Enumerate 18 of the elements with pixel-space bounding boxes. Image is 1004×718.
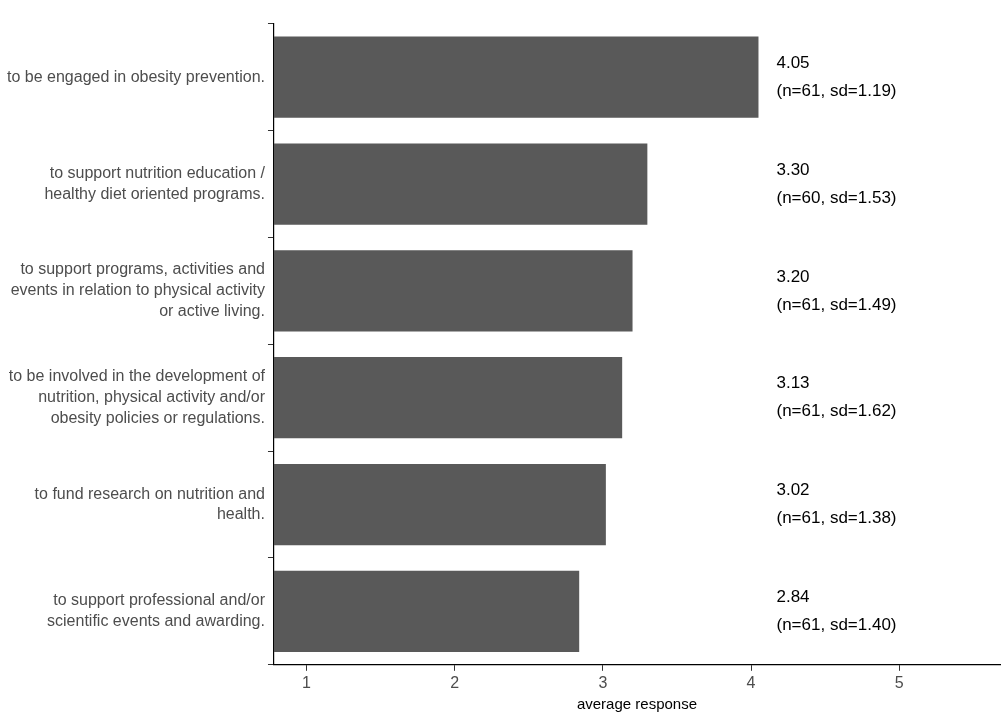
x-tick-label: 4 [746,673,756,691]
x-axis-title: average response [576,695,698,713]
y-tick-label: to support professional and/or scientific events and awarding. [47,591,266,630]
y-tick-label: to support nutrition education / healthy diet oriented programs. [44,164,266,202]
y-tick-label: to be engaged in obesity prevention. [7,67,265,85]
x-tick-label: 3 [598,673,608,691]
data-label: 3.13 (n=61, sd=1.62) [776,373,897,421]
data-label: 4.05 (n=61, sd=1.19) [776,52,897,100]
x-tick-label: 5 [894,673,904,691]
data-label: 3.30 (n=60, sd=1.53) [776,159,897,207]
data-label: 3.20 (n=61, sd=1.49) [776,266,897,314]
data-label: 3.02 (n=61, sd=1.38) [776,480,897,528]
x-tick-label: 1 [302,673,312,691]
y-tick-label: to support programs, activities and events in relation to physical activity or active living. [10,260,265,320]
x-tick-label: 2 [450,673,460,691]
y-tick-label: to fund research on nutrition and health. [34,484,265,523]
y-tick-label: to be involved in the development of nutrition, physical activity and/or obesity policies or regulations. [8,367,266,426]
data-label: 2.84 (n=61, sd=1.40) [776,587,897,635]
